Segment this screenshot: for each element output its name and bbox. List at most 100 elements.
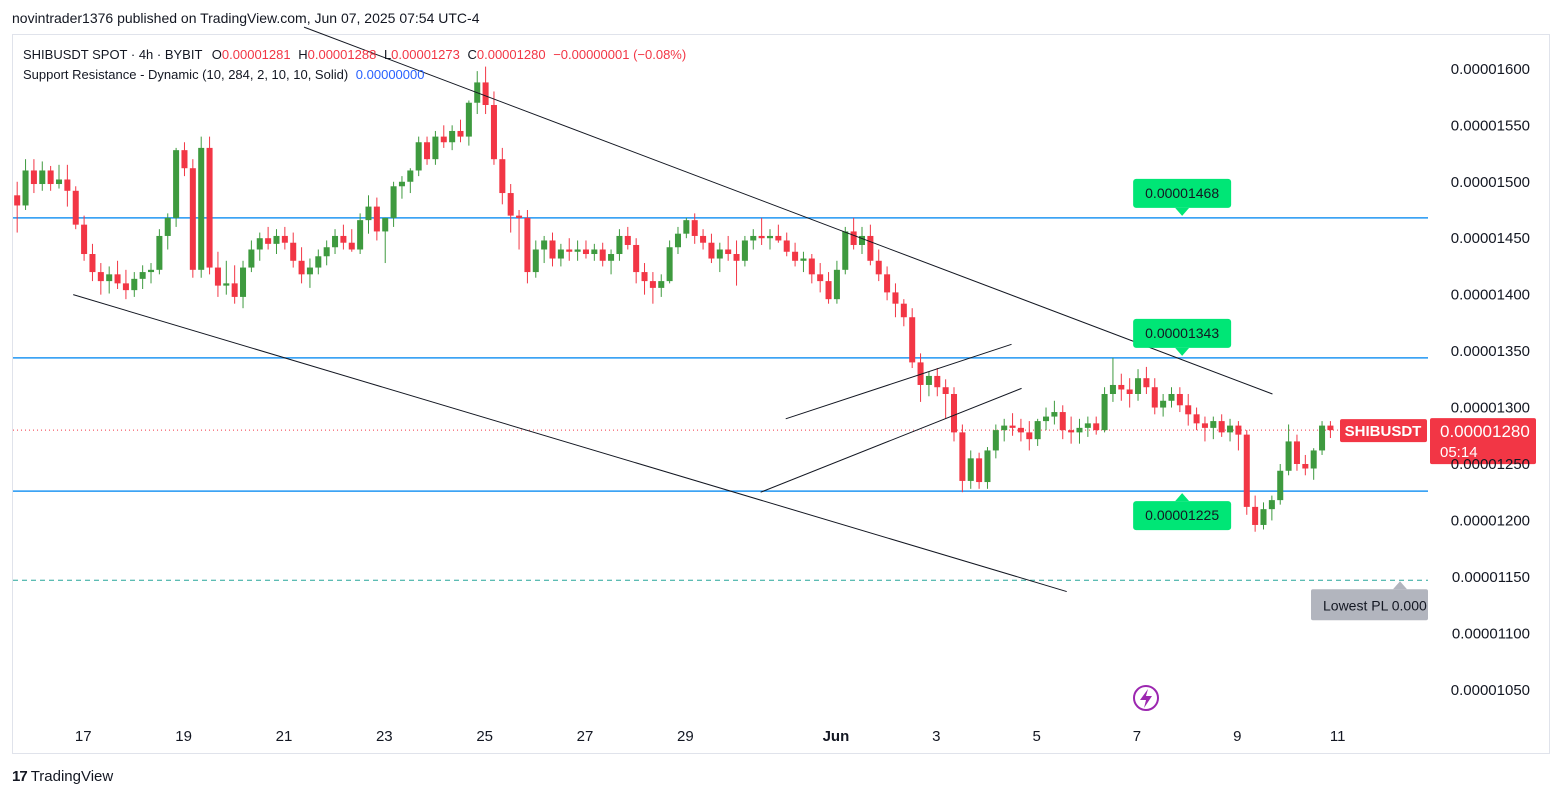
lightning-icon[interactable] [1133, 685, 1159, 711]
candle [708, 233, 715, 264]
candle [248, 240, 255, 273]
candle-body [716, 249, 723, 259]
candle [315, 249, 322, 275]
y-tick-label: 0.00001400 [1451, 287, 1530, 304]
candle-body [273, 235, 280, 244]
candle [833, 260, 840, 304]
level-label-pointer [1175, 493, 1190, 502]
candle-body [47, 170, 54, 185]
candle [942, 379, 949, 419]
candle [64, 164, 71, 207]
candle-body [97, 272, 104, 282]
candle [624, 226, 631, 250]
indicator-legend-row[interactable]: Support Resistance - Dynamic (10, 284, 2… [23, 65, 686, 85]
candle-body [1310, 450, 1317, 469]
candle-body [1176, 393, 1183, 406]
y-tick-label: 0.00001300 [1451, 400, 1530, 417]
change-value: −0.00000001 (−0.08%) [553, 47, 687, 62]
candle [81, 215, 88, 261]
y-tick-label: 0.00001150 [1452, 569, 1530, 586]
candle-body [1059, 412, 1066, 431]
candle-body [858, 235, 866, 245]
candle [1252, 495, 1259, 532]
candle [892, 283, 899, 318]
candle-body [1285, 441, 1292, 471]
candle [1201, 416, 1208, 442]
current-price-tag: SHIBUSDT 0.00001280 05:14 [1340, 418, 1536, 465]
candle-body [1327, 425, 1334, 431]
flag-upper-trendline [785, 343, 1012, 420]
candle-body [164, 217, 171, 236]
x-tick-label: 11 [1330, 728, 1346, 745]
candle [674, 226, 681, 255]
x-tick-label: 19 [175, 728, 192, 745]
candle-body [1084, 423, 1091, 428]
candle-body [22, 170, 29, 206]
candle-body [315, 256, 322, 268]
candle-body [189, 168, 196, 270]
candle-body [55, 179, 63, 185]
candle-body [306, 267, 313, 275]
level-price-label: 0.00001468 [1133, 178, 1232, 216]
candle-body [633, 244, 640, 273]
candle [808, 254, 815, 284]
chart-frame[interactable] [12, 34, 1550, 754]
candle [1151, 378, 1158, 415]
candle-body [298, 260, 305, 275]
candle [22, 159, 29, 210]
candle-body [1143, 378, 1150, 388]
candle-body [641, 272, 648, 282]
candle [842, 226, 849, 275]
candle [1277, 463, 1284, 505]
publisher-line: novintrader1376 published on TradingView… [12, 10, 480, 26]
x-tick-label: Jun [823, 728, 850, 745]
symbol-tag-box [1340, 419, 1427, 443]
candle-body [783, 240, 790, 252]
candle-body [909, 317, 916, 363]
candle [766, 229, 774, 250]
candle [1043, 407, 1050, 431]
candle-body [1252, 506, 1259, 525]
candle-body [624, 235, 631, 245]
candle-body [122, 283, 129, 291]
candle-body [1210, 421, 1217, 428]
candle-body [1243, 434, 1250, 507]
candle [223, 260, 230, 295]
candle [800, 251, 807, 273]
candle-body [1193, 414, 1200, 424]
candle-body [1076, 427, 1083, 433]
lowest-pl-pointer [1393, 581, 1407, 590]
candle [591, 243, 598, 261]
candle-body [842, 231, 849, 270]
candle-body [808, 258, 815, 275]
tradingview-logo[interactable]: 17 TradingView [12, 768, 113, 785]
symbol-legend-row[interactable]: SHIBUSDT SPOT · 4h · BYBIT O0.00001281 H… [23, 45, 686, 65]
candle [700, 229, 707, 250]
candle [633, 238, 640, 284]
candle [240, 260, 247, 309]
candle [599, 242, 606, 267]
candle [398, 176, 405, 199]
tradingview-logo-icon: 17 [12, 768, 28, 785]
candle [1218, 414, 1225, 437]
candle-body [231, 283, 238, 297]
candle [725, 235, 732, 261]
candle-body [1026, 432, 1033, 440]
open-label: O [211, 47, 222, 62]
candle-body [148, 269, 155, 273]
candle [490, 91, 497, 165]
candle [273, 229, 280, 255]
candle-body [1168, 393, 1175, 401]
candle-body [775, 235, 782, 241]
candle-body [967, 458, 974, 481]
level-label-pointer [1175, 347, 1190, 356]
level-price-label: 0.00001225 [1133, 493, 1232, 531]
candle-body [884, 274, 891, 293]
candle [39, 161, 46, 191]
candle-body [875, 260, 882, 275]
candle [365, 195, 372, 234]
candle-body [892, 292, 899, 304]
candle [1009, 413, 1016, 436]
candle-body [582, 249, 589, 255]
